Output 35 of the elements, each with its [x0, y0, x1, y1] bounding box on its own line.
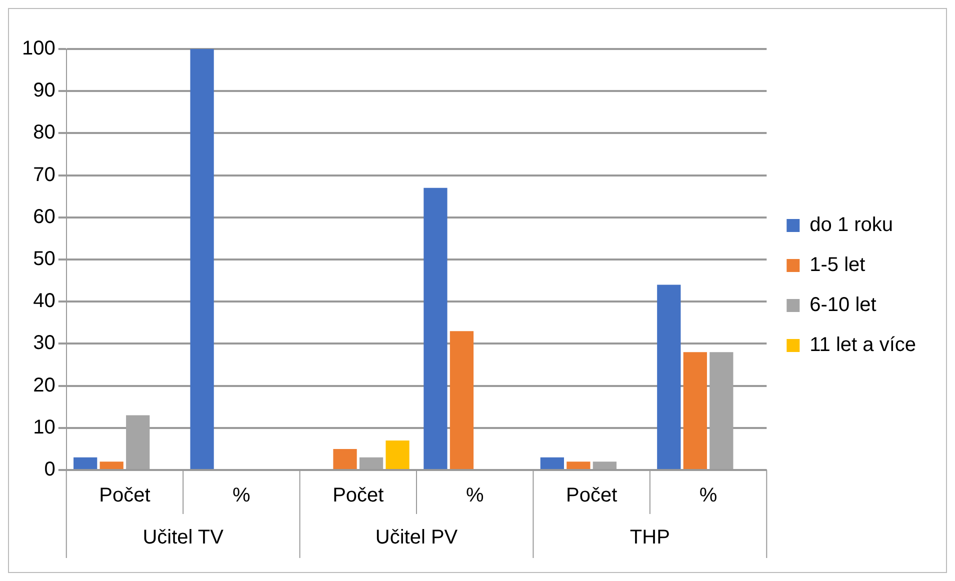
legend-label: 11 let a více: [810, 334, 916, 356]
y-tick-label: 80: [33, 122, 56, 144]
y-tick-label: 100: [22, 38, 56, 60]
text: Učitel PV: [375, 526, 458, 549]
y-tick-label: 40: [33, 290, 56, 312]
bar: [657, 284, 681, 469]
bar: [683, 352, 707, 469]
y-tick-label: 20: [33, 374, 56, 396]
bar: [450, 331, 474, 469]
y-tick-label: 70: [33, 164, 56, 186]
bar: [386, 440, 410, 469]
bar: [190, 49, 214, 469]
y-tick-label: 30: [33, 332, 56, 354]
bar: [100, 462, 124, 469]
x-tick-label: %: [466, 484, 484, 507]
legend-label: 1-5 let: [810, 254, 866, 276]
text: Učitel TV: [142, 526, 224, 549]
x-tick-label: Počet: [332, 484, 384, 507]
legend-label: do 1 roku: [810, 214, 894, 236]
y-tick-label: 10: [33, 416, 56, 438]
x-tick-label: Počet: [99, 484, 151, 507]
y-tick-label: 0: [44, 458, 56, 481]
bar: [540, 457, 564, 469]
x-tick-label: %: [232, 484, 251, 507]
bar: [566, 462, 590, 469]
y-tick-label: 90: [33, 80, 56, 102]
y-tick-label: 60: [33, 206, 56, 228]
x-tick-label: %: [699, 484, 718, 507]
bar: [74, 457, 98, 469]
legend-label: 6-10 let: [810, 294, 877, 316]
bar: [333, 448, 357, 469]
x-tick-label: Počet: [566, 484, 618, 507]
bar: [424, 188, 448, 469]
y-tick-label: 50: [33, 248, 56, 270]
text: THP: [630, 526, 670, 549]
